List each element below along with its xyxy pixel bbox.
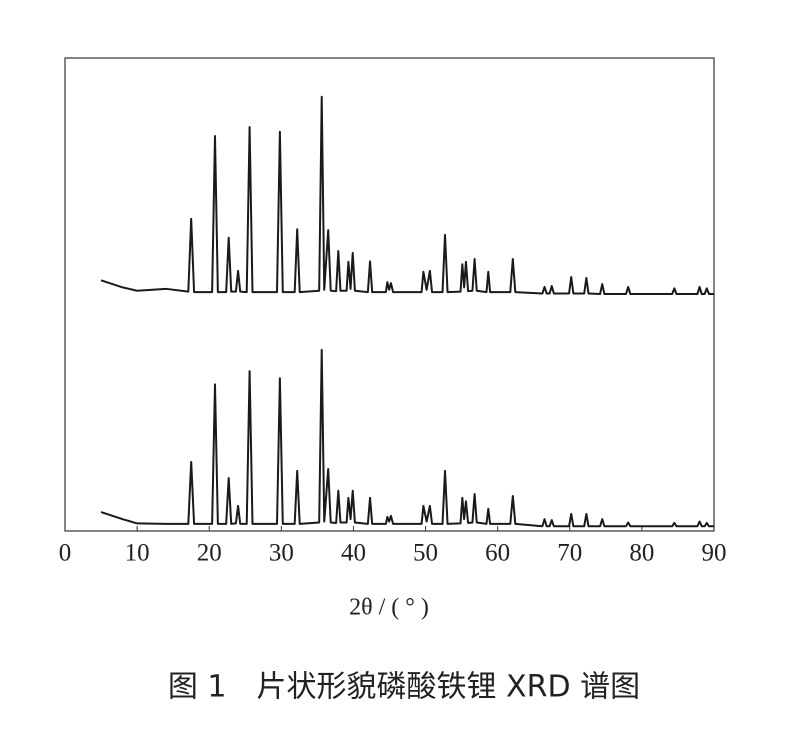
x-tick-label: 10 [125, 540, 150, 567]
chart-title: 图 1 片状形貌磷酸铁锂 XRD 谱图 [168, 670, 640, 705]
xrd-pattern [100, 95, 714, 296]
x-tick-label: 30 [269, 540, 294, 567]
x-tick-label: 70 [557, 540, 582, 567]
x-tick-label: 40 [341, 540, 366, 567]
x-tick-label: 50 [413, 540, 438, 567]
x-tick-label: 90 [702, 540, 727, 567]
x-tick-label: 0 [59, 540, 72, 567]
x-tick-label: 20 [197, 540, 222, 567]
xrd-pattern [100, 348, 714, 528]
x-axis-label: 2θ / ( ° ) [349, 595, 429, 621]
x-tick-label: 80 [629, 540, 654, 567]
x-tick-label: 60 [485, 540, 510, 567]
